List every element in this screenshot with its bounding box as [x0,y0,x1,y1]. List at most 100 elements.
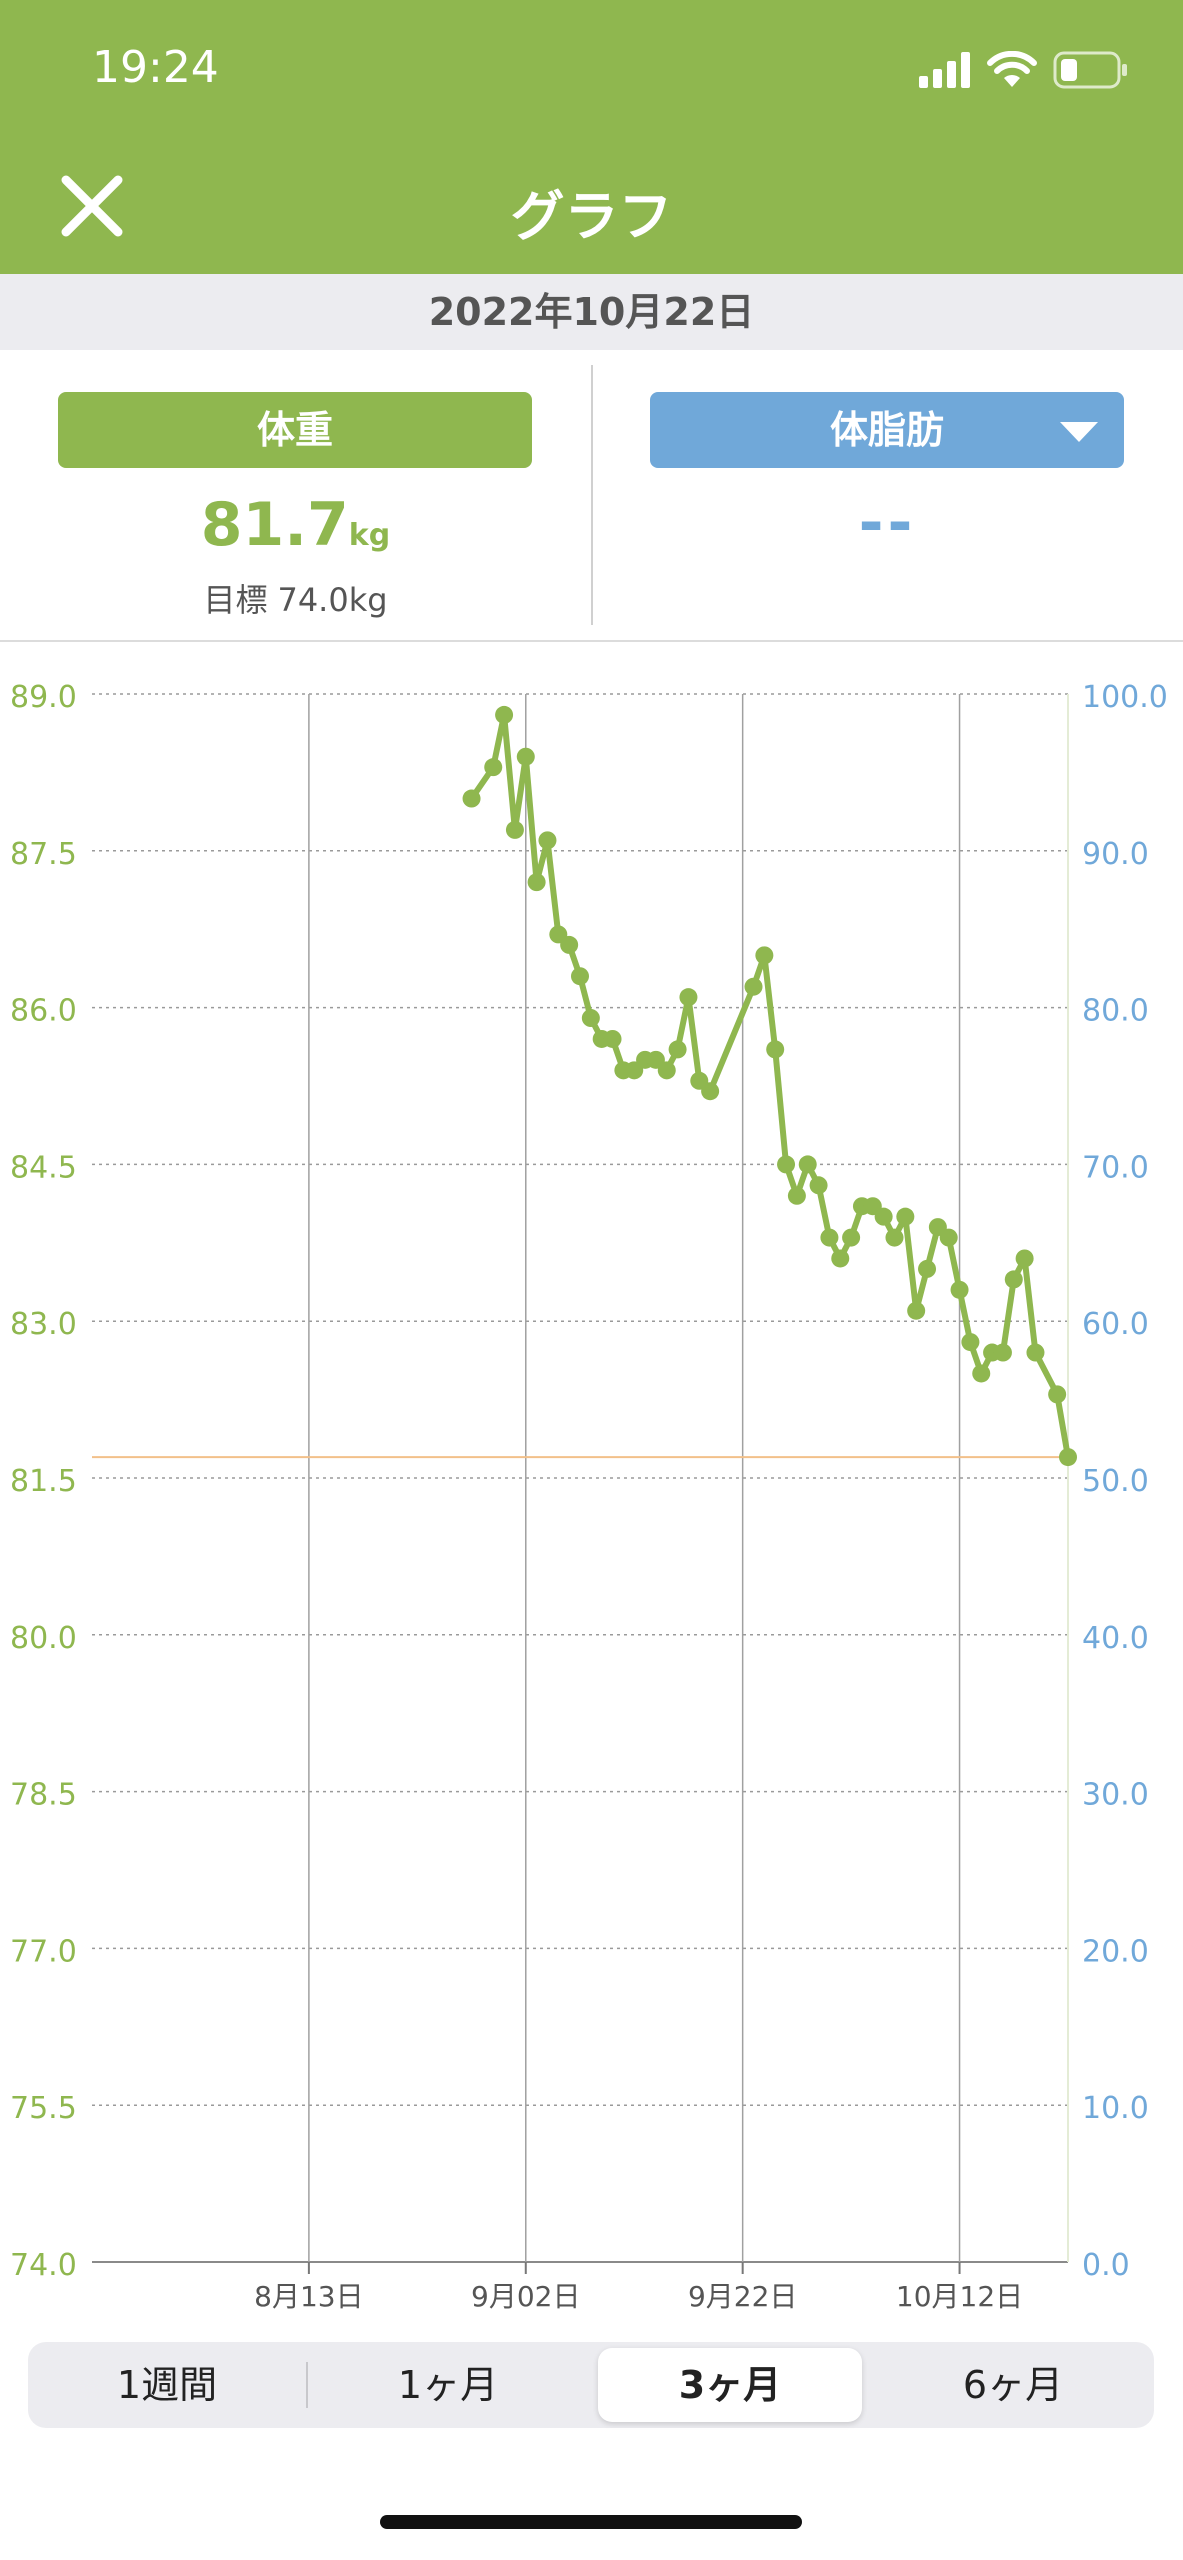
goal-value: 74.0kg [277,581,388,619]
weight-unit: kg [348,518,391,553]
y-left-tick-label: 83.0 [10,1307,77,1342]
y-right-tick-label: 0.0 [1082,2248,1130,2283]
battery-icon [1053,51,1127,89]
period-selector: 1週間 1ヶ月 3ヶ月 6ヶ月 [28,2342,1154,2428]
y-right-tick-label: 10.0 [1082,2091,1149,2126]
status-icons [919,50,1129,90]
chart-vertical-lines [307,694,961,2274]
y-right-tick-label: 90.0 [1082,837,1149,872]
body-fat-panel: 体脂肪 -- [592,350,1183,640]
tab-1-month[interactable]: 1ヶ月 [397,2363,499,2407]
data-point [462,789,481,808]
y-right-tick-label: 70.0 [1082,1150,1149,1185]
tab-1-week[interactable]: 1週間 [116,2363,218,2407]
data-point [1059,1448,1077,1467]
wifi-icon [987,51,1037,87]
data-point [907,1301,926,1320]
y-left-tick-label: 75.5 [10,2091,77,2126]
data-point [527,873,546,892]
data-point [766,1040,785,1059]
data-point [950,1280,969,1299]
data-point [495,705,514,724]
x-tick-label: 10月12日 [896,2280,1023,2310]
y-left-tick-label: 80.0 [10,1621,77,1656]
chevron-down-icon [1060,422,1098,442]
weight-chart: 89.0 87.5 86.0 84.5 83.0 81.5 80.0 78.5 77.0 75.5… [10,680,1168,2310]
y-left-tick-label: 89.0 [10,680,77,715]
y-right-tick-label: 40.0 [1082,1621,1149,1656]
goal-text: 目標 74.0kg [0,575,591,621]
y-right-tick-label: 50.0 [1082,1464,1149,1499]
y-right-tick-label: 30.0 [1082,1778,1149,1813]
y-left-tick-label: 81.5 [10,1464,77,1499]
data-point [668,1040,687,1059]
page-title: グラフ [510,185,673,248]
section-divider [0,640,1183,642]
signal-icon [919,52,970,88]
goal-label: 目標 [203,581,268,619]
data-point [798,1155,817,1174]
data-point [896,1207,915,1226]
data-point [939,1228,958,1247]
weight-value-display: 81.7kg [0,490,591,560]
data-point [961,1333,980,1352]
y-right-tick-label: 60.0 [1082,1307,1149,1342]
data-point [538,831,557,850]
data-point [874,1207,893,1226]
data-point [820,1228,839,1247]
y-left-tick-label: 87.5 [10,837,77,872]
data-point [1026,1343,1045,1362]
data-point [560,935,579,954]
data-point [918,1259,937,1278]
home-indicator [380,2515,802,2529]
data-point [831,1249,850,1268]
data-point [1004,1270,1023,1289]
date-label: 2022年10月22日 [0,274,1183,350]
data-point [657,1061,676,1080]
y-right-tick-label: 20.0 [1082,1934,1149,1969]
data-point [885,1228,904,1247]
body-fat-dropdown[interactable]: 体脂肪 [650,392,1124,468]
right-axis-ticks: 100.0 90.0 80.0 70.0 60.0 50.0 40.0 30.0 20.0 10.… [1082,680,1168,2283]
close-button[interactable] [52,166,132,246]
y-left-tick-label: 77.0 [10,1934,77,1969]
data-point [516,747,535,766]
chart-gridlines [92,693,1069,2263]
x-tick-label: 8月13日 [254,2280,363,2310]
data-point [972,1364,991,1383]
y-left-tick-label: 84.5 [10,1150,77,1185]
period-separator [306,2362,308,2408]
data-point [505,820,524,839]
data-point [571,967,589,986]
body-fat-value: -- [858,488,917,558]
weight-panel: 体重 81.7kg 目標 74.0kg [0,350,591,640]
data-point [842,1228,861,1247]
y-left-tick-label: 74.0 [10,2248,77,2283]
panel-divider [591,365,593,625]
weight-value: 81.7 [200,490,349,560]
status-time: 19:24 [92,42,219,93]
y-left-tick-label: 86.0 [10,994,77,1029]
data-point [581,1009,600,1028]
data-point [701,1082,720,1101]
x-tick-label: 9月02日 [471,2280,580,2310]
close-icon [61,175,123,237]
body-fat-label: 体脂肪 [829,408,944,452]
data-point [777,1155,796,1174]
left-axis-ticks: 89.0 87.5 86.0 84.5 83.0 81.5 80.0 78.5 77.0 75.5… [10,680,77,2283]
data-point [1048,1385,1067,1404]
data-point [679,988,698,1007]
x-tick-label: 9月22日 [688,2280,797,2310]
weight-button[interactable]: 体重 [58,392,532,468]
app-header: 19:24 グラフ [0,0,1183,274]
y-right-tick-label: 80.0 [1082,994,1149,1029]
tab-3-months[interactable]: 3ヶ月 [598,2348,862,2422]
data-point [993,1343,1012,1362]
tab-6-months[interactable]: 6ヶ月 [962,2363,1064,2407]
y-left-tick-label: 78.5 [10,1778,77,1813]
data-point [755,946,774,965]
data-point [603,1029,622,1048]
data-point [744,977,763,996]
data-point [809,1176,828,1195]
y-right-tick-label: 100.0 [1082,680,1168,715]
